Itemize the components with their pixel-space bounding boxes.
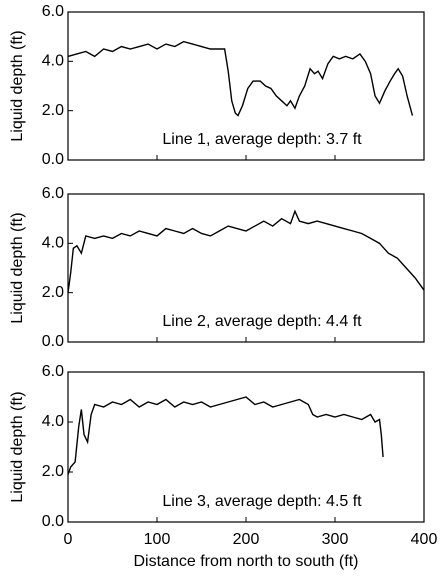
y-axis-label: Liquid depth (ft) [9, 30, 26, 141]
y-axis-label: Liquid depth (ft) [9, 391, 26, 502]
y-tick-label: 2.0 [42, 284, 64, 301]
x-tick-label: 200 [233, 531, 260, 548]
y-tick-label: 2.0 [42, 463, 64, 480]
annotation: Line 1, average depth: 3.7 ft [162, 131, 362, 148]
x-tick-label: 0 [64, 531, 73, 548]
y-tick-label: 0.0 [42, 513, 64, 530]
y-tick-label: 4.0 [42, 235, 64, 252]
y-tick-label: 4.0 [42, 413, 64, 430]
y-tick-label: 6.0 [42, 185, 64, 202]
y-axis-label: Liquid depth (ft) [9, 212, 26, 323]
y-tick-label: 2.0 [42, 102, 64, 119]
y-tick-label: 6.0 [42, 363, 64, 380]
x-tick-label: 100 [144, 531, 171, 548]
y-tick-label: 0.0 [42, 333, 64, 350]
x-tick-label: 300 [322, 531, 349, 548]
data-line [67, 396, 384, 475]
data-line [67, 40, 414, 117]
y-tick-label: 0.0 [42, 151, 64, 168]
y-tick-label: 6.0 [42, 3, 64, 20]
x-tick-label: 400 [411, 531, 438, 548]
data-line [67, 209, 425, 293]
x-axis-label: Distance from north to south (ft) [134, 553, 359, 570]
annotation: Line 2, average depth: 4.4 ft [162, 313, 362, 330]
y-tick-label: 4.0 [42, 53, 64, 70]
annotation: Line 3, average depth: 4.5 ft [162, 493, 362, 510]
